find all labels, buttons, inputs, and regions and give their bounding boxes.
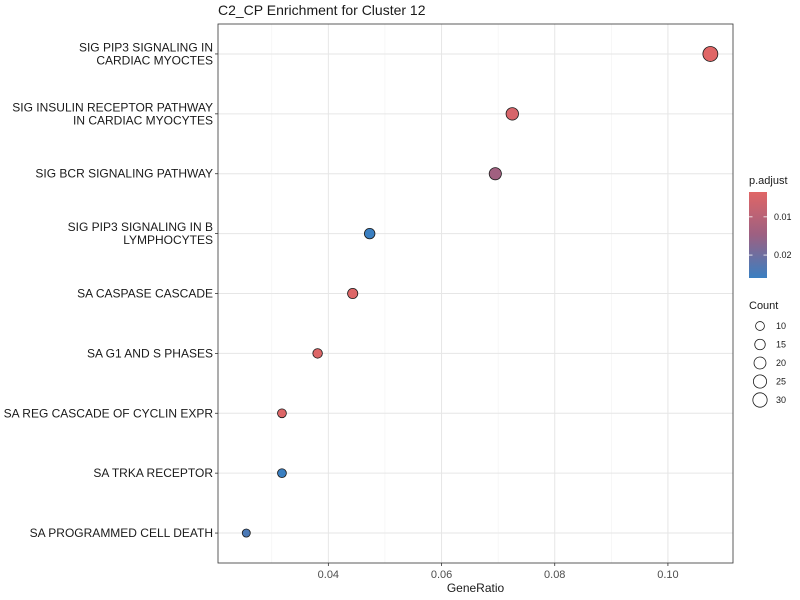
y-tick-label: SIG PIP3 SIGNALING IN bbox=[79, 40, 213, 54]
size-legend: Count 10 15 20 25 30 bbox=[749, 300, 786, 408]
y-tick-label: SA CASPASE CASCADE bbox=[77, 287, 213, 301]
y-tick-label: SIG PIP3 SIGNALING IN B bbox=[68, 220, 213, 234]
y-tick-label: SIG BCR SIGNALING PATHWAY bbox=[35, 167, 213, 181]
x-tick-label: 0.04 bbox=[318, 569, 339, 581]
color-legend: p.adjust 0.01 0.02 bbox=[749, 175, 792, 278]
size-legend-key bbox=[755, 321, 765, 331]
y-tick-label: SA REG CASCADE OF CYCLIN EXPR bbox=[4, 406, 214, 420]
data-point bbox=[702, 46, 719, 62]
data-point bbox=[488, 167, 502, 181]
data-point bbox=[312, 348, 323, 359]
y-tick-label: SA TRKA RECEPTOR bbox=[93, 466, 213, 480]
size-legend-key bbox=[752, 392, 768, 408]
size-legend-key bbox=[754, 338, 766, 351]
x-tick-label: 0.06 bbox=[431, 569, 452, 581]
grid-layer bbox=[218, 24, 733, 563]
y-tick-label: CARDIAC MYOCTES bbox=[96, 53, 213, 67]
data-points bbox=[241, 46, 719, 538]
y-tick-label: SA G1 AND S PHASES bbox=[87, 346, 213, 360]
size-legend-label: 25 bbox=[776, 377, 786, 387]
size-legend-title: Count bbox=[749, 300, 778, 312]
size-legend-label: 20 bbox=[776, 358, 786, 368]
x-axis-title: GeneRatio bbox=[447, 581, 505, 595]
size-legend-key bbox=[753, 356, 767, 370]
chart-title: C2_CP Enrichment for Cluster 12 bbox=[218, 2, 426, 18]
data-point bbox=[277, 408, 287, 419]
size-legend-label: 30 bbox=[776, 395, 786, 405]
data-point bbox=[277, 468, 287, 478]
size-legend-label: 15 bbox=[776, 340, 786, 350]
data-point bbox=[505, 107, 519, 121]
y-tick-label: SIG INSULIN RECEPTOR PATHWAY bbox=[12, 100, 213, 114]
size-legend-key bbox=[753, 374, 768, 389]
color-legend-label: 0.02 bbox=[774, 250, 792, 260]
x-tick-label: 0.10 bbox=[657, 569, 678, 581]
data-point bbox=[364, 227, 376, 240]
data-point bbox=[241, 528, 251, 538]
x-tick-label: 0.08 bbox=[544, 569, 565, 581]
y-tick-label: LYMPHOCYTES bbox=[123, 233, 213, 247]
y-tick-label: SA PROGRAMMED CELL DEATH bbox=[30, 526, 213, 540]
color-legend-bar bbox=[749, 192, 767, 278]
color-legend-title: p.adjust bbox=[749, 175, 788, 187]
data-point bbox=[347, 287, 359, 300]
color-legend-label: 0.01 bbox=[774, 212, 792, 222]
size-legend-label: 10 bbox=[776, 321, 786, 331]
x-axis: 0.04 0.06 0.08 0.10 bbox=[318, 563, 679, 581]
y-tick-label: IN CARDIAC MYOCYTES bbox=[73, 113, 213, 127]
